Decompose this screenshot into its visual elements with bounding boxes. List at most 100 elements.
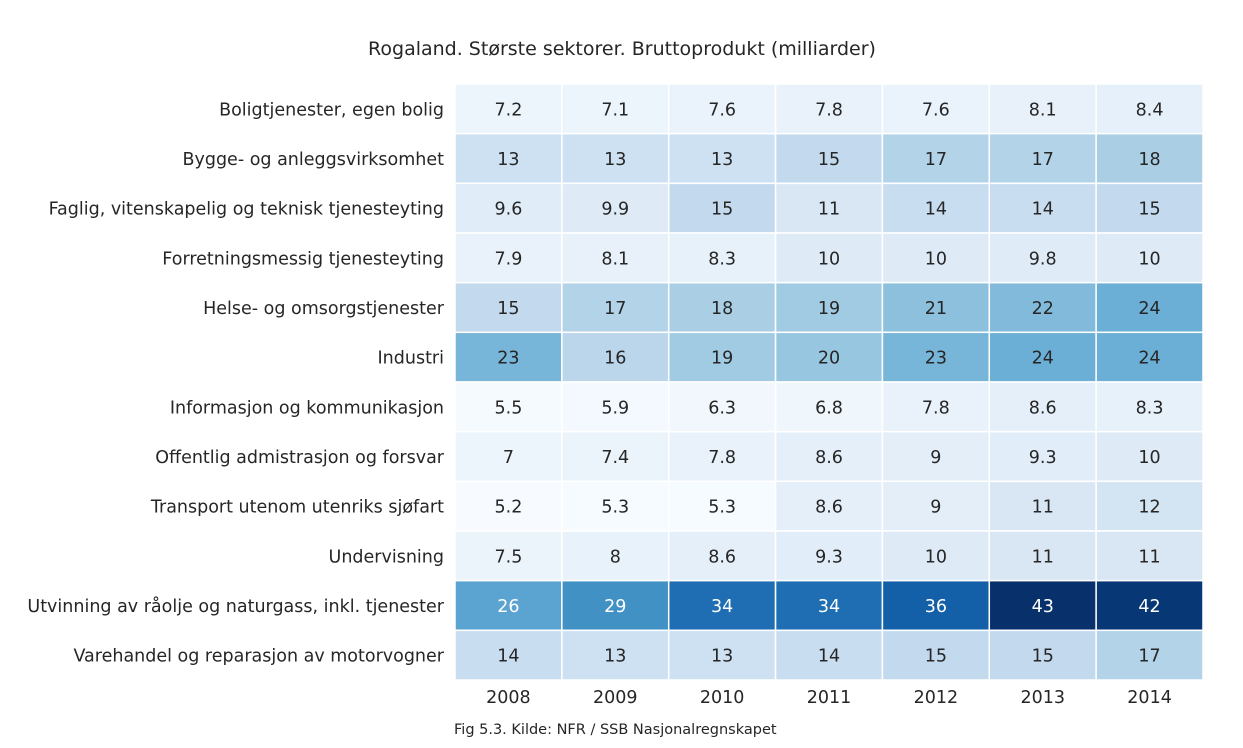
cell-value-label: 7.4 [601,448,629,468]
heatmap-cell [774,579,884,632]
cell-value-label: 13 [497,150,519,170]
heatmap-cell [1095,381,1204,433]
cell-value-label: 7.8 [708,448,736,468]
heatmap-cell [667,480,777,532]
column-labels: 2008 2009 2010 2011 2012 2013 2014 [486,688,1172,708]
heatmap-cell [667,182,777,234]
cell-value-label: 42 [1138,597,1160,617]
cell-value-label: 43 [1032,597,1054,617]
heatmap-cell [667,381,777,433]
cell-value-label: 17 [604,299,626,319]
cell-value-label: 5.3 [708,498,736,518]
heatmap-cell [1095,629,1204,681]
cell-value-label: 10 [925,547,947,567]
heatmap-cell [561,83,670,135]
heatmap-cell [454,281,563,334]
cell-value-label: 10 [1138,448,1160,468]
heatmap-cell [881,331,991,383]
heatmap-cell [774,430,884,483]
heatmap-cell [561,232,670,284]
cell-value-label: 11 [818,200,840,220]
row-label: Industri [378,349,445,369]
cell-value-label: 19 [711,349,733,369]
heatmap-cell [667,530,777,582]
cell-value-label: 23 [497,349,519,369]
cell-value-label: 11 [1032,498,1054,518]
column-label: 2008 [486,688,531,708]
row-label: Informasjon og kommunikasjon [170,398,444,418]
heatmap-cell [1095,530,1204,582]
chart-title: Rogaland. Største sektorer. Bruttoproduk… [368,38,876,60]
cell-value-label: 9 [930,448,941,468]
cell-value-label: 24 [1032,349,1054,369]
cell-value-label: 13 [711,150,733,170]
heatmap-cell [667,132,777,185]
cell-value-label: 5.2 [495,498,523,518]
heatmap-cell [454,629,563,681]
cell-value-label: 14 [497,647,519,667]
heatmap-cell [988,530,1097,582]
column-label: 2012 [914,688,959,708]
cell-value-label: 10 [925,249,947,269]
cell-value-label: 17 [925,150,947,170]
row-label: Helse- og omsorgstjenester [203,299,445,319]
row-labels: Boligtjenester, egen bolig Bygge- og anle… [27,100,444,666]
cell-value-label: 15 [1138,200,1160,220]
cell-value-label: 17 [1032,150,1054,170]
cell-value-label: 7 [503,448,514,468]
heatmap-cells [454,83,1204,681]
heatmap-cell [667,281,777,334]
cell-value-label: 36 [925,597,947,617]
cell-value-label: 8.1 [601,249,629,269]
cell-value-label: 16 [604,349,626,369]
heatmap-cell [881,530,991,582]
cell-value-label: 20 [818,349,840,369]
cell-value-label: 8.6 [1029,398,1057,418]
cell-value-label: 14 [1032,200,1054,220]
heatmap-cell [774,629,884,681]
cell-value-label: 9.3 [815,547,843,567]
heatmap-cell [988,629,1097,681]
cell-value-label: 18 [1138,150,1160,170]
heatmap-cell [881,182,991,234]
cell-value-label: 19 [818,299,840,319]
heatmap-cell [988,83,1097,135]
cell-value-label: 15 [818,150,840,170]
cell-value-label: 6.3 [708,398,736,418]
column-label: 2013 [1020,688,1065,708]
heatmap-cell [1095,331,1204,383]
column-label: 2011 [807,688,852,708]
cell-value-label: 8.6 [708,547,736,567]
heatmap-cell [774,381,884,433]
heatmap-cell [454,232,563,284]
row-label: Offentlig admistrasjon og forsvar [155,448,445,468]
cell-value-label: 6.8 [815,398,843,418]
cell-value-label: 8 [610,547,621,567]
cell-value-label: 17 [1138,647,1160,667]
cell-value-label: 18 [711,299,733,319]
cell-value-label: 11 [1032,547,1054,567]
heatmap-cell [454,530,563,582]
column-label: 2014 [1127,688,1172,708]
cell-value-label: 5.9 [601,398,629,418]
cell-value-label: 9.8 [1029,249,1057,269]
heatmap-cell [561,331,670,383]
heatmap-cell [988,182,1097,234]
heatmap-cell [988,232,1097,284]
cell-value-label: 13 [604,647,626,667]
chart-caption: Fig 5.3. Kilde: NFR / SSB Nasjonalregnsk… [454,722,777,738]
row-label: Forretningsmessig tjenesteyting [162,249,444,269]
heatmap-cell [1095,430,1204,483]
heatmap-cell [454,430,563,483]
cell-value-label: 5.5 [495,398,523,418]
cell-value-label: 34 [818,597,840,617]
cell-value-label: 21 [925,299,947,319]
column-label: 2009 [593,688,638,708]
cell-value-label: 7.8 [922,398,950,418]
heatmap-cell [561,629,670,681]
cell-value-label: 8.3 [708,249,736,269]
heatmap-cell [561,579,670,632]
cell-value-label: 24 [1138,349,1160,369]
heatmap-cell [774,530,884,582]
